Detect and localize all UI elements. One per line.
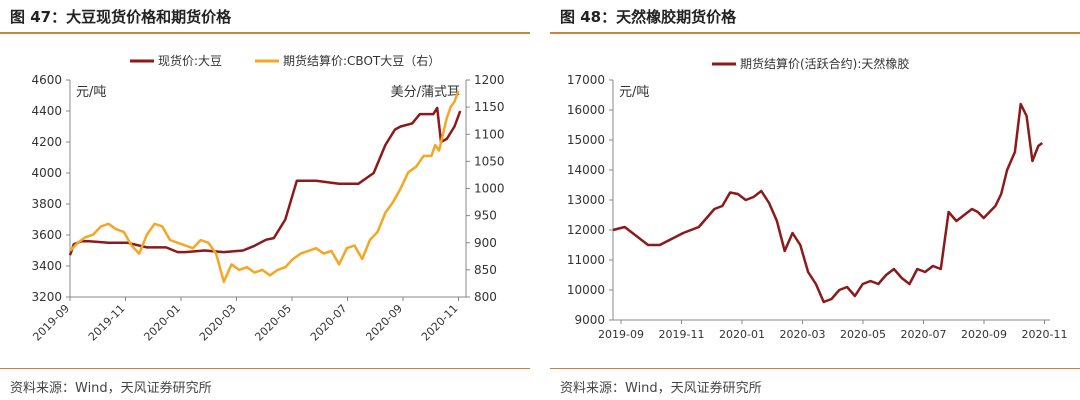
legend-label: 期货结算价:CBOT大豆（右） xyxy=(283,53,440,68)
x-tick-label: 2019-11 xyxy=(659,328,705,341)
left-chart-panel: 图 47：大豆现货价格和期货价格 4600 4400 4200 4000 3800 360… xyxy=(0,0,530,400)
x-tick-label: 2019-11 xyxy=(86,302,128,344)
y-tick-label: 4200 xyxy=(31,135,62,149)
y-tick-label: 3800 xyxy=(31,197,62,211)
y2-tick-label: 1150 xyxy=(474,100,505,114)
series-line xyxy=(69,90,460,284)
y2-tick-label: 1200 xyxy=(474,73,505,87)
y2-tick-label: 900 xyxy=(474,236,497,250)
y-tick-label: 9000 xyxy=(574,313,605,327)
y2-tick-label: 800 xyxy=(474,290,497,304)
y-axis-unit-label: 元/吨 xyxy=(619,85,649,100)
y-tick-label: 10000 xyxy=(567,283,605,297)
footer-rule xyxy=(550,368,1080,369)
y-tick-label: 4000 xyxy=(31,166,62,180)
y-tick-label: 13000 xyxy=(567,193,605,207)
y2-tick-label: 850 xyxy=(474,263,497,277)
source-note: 资料来源：Wind，天风证券研究所 xyxy=(10,381,212,396)
x-tick-label: 2020-01 xyxy=(141,302,183,344)
x-tick-label: 2020-09 xyxy=(961,328,1007,341)
x-tick-label: 2020-05 xyxy=(252,302,294,344)
y2-tick-label: 1100 xyxy=(474,127,505,141)
legend-label: 现货价:大豆 xyxy=(158,53,222,68)
x-tick-label: 2020-09 xyxy=(363,302,405,344)
source-note: 资料来源：Wind，天风证券研究所 xyxy=(560,381,762,396)
chart-svg: 4600 4400 4200 4000 3800 3600 3400 3200 1200 1150… xyxy=(30,53,505,344)
x-tick-label: 2020-01 xyxy=(719,328,765,341)
title-rule xyxy=(0,32,530,34)
y-tick-label: 4400 xyxy=(31,104,62,118)
series-line xyxy=(68,106,462,256)
x-tick-label: 2020-11 xyxy=(1022,328,1068,341)
y-axis-unit-label: 元/吨 xyxy=(76,85,106,100)
chart-svg: 17000 16000 15000 14000 13000 12000 11000 10000… xyxy=(567,56,1068,341)
chart-title: 图 47：大豆现货价格和期货价格 xyxy=(10,8,232,26)
y-tick-label: 17000 xyxy=(567,73,605,87)
y-tick-label: 3400 xyxy=(31,259,62,273)
x-tick-label: 2020-07 xyxy=(308,302,350,344)
y-tick-label: 11000 xyxy=(567,253,605,267)
chart-title: 图 48：天然橡胶期货价格 xyxy=(560,8,737,26)
y2-axis-unit-label: 美分/蒲式耳 xyxy=(391,85,460,100)
y-tick-label: 14000 xyxy=(567,163,605,177)
y-tick-label: 3600 xyxy=(31,228,62,242)
series-line xyxy=(612,102,1043,304)
y-tick-label: 3200 xyxy=(31,290,62,304)
y2-tick-label: 1000 xyxy=(474,182,505,196)
x-tick-label: 2020-11 xyxy=(419,302,461,344)
y2-tick-label: 1050 xyxy=(474,154,505,168)
y2-tick-label: 950 xyxy=(474,209,497,223)
x-tick-label: 2020-03 xyxy=(780,328,826,341)
x-tick-label: 2020-03 xyxy=(197,302,239,344)
footer-rule xyxy=(0,368,530,369)
y-tick-label: 12000 xyxy=(567,223,605,237)
x-tick-label: 2020-05 xyxy=(840,328,886,341)
x-tick-label: 2019-09 xyxy=(598,328,644,341)
title-rule xyxy=(550,32,1080,34)
legend-label: 期货结算价(活跃合约):天然橡胶 xyxy=(740,56,909,71)
y-tick-label: 16000 xyxy=(567,103,605,117)
y-tick-label: 4600 xyxy=(31,73,62,87)
right-chart-panel: 图 48：天然橡胶期货价格 17000 16000 15000 14000 13000 1… xyxy=(550,0,1080,400)
x-tick-label: 2020-07 xyxy=(901,328,947,341)
y-tick-label: 15000 xyxy=(567,133,605,147)
x-tick-label: 2019-09 xyxy=(30,302,72,344)
